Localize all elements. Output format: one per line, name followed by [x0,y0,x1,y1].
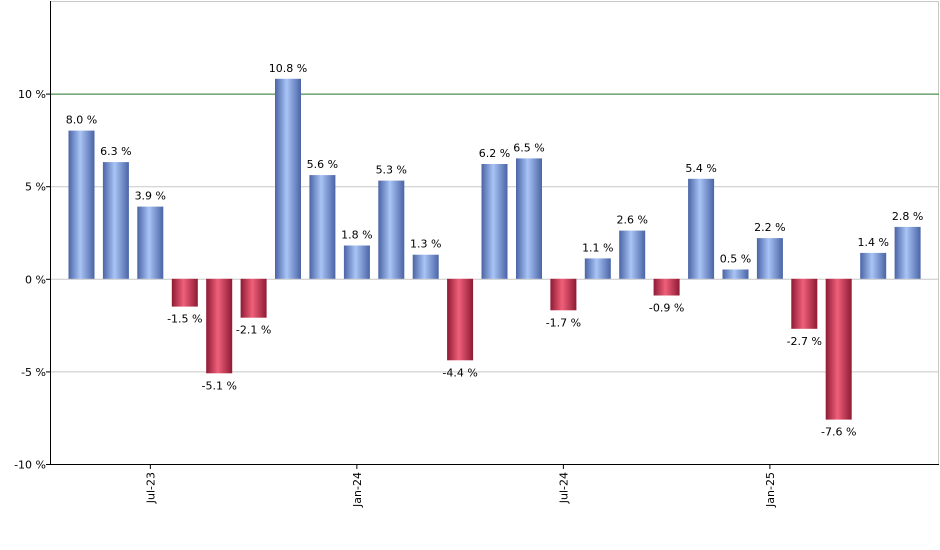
x-tick-label: Jan-25 [764,472,777,508]
bar [102,162,129,279]
bar-value-label: 1.4 % [857,236,888,249]
bar [756,238,783,279]
bar-value-label: -0.9 % [649,302,684,315]
bar [447,278,474,361]
bar-value-label: -2.7 % [787,335,822,348]
bar [378,180,405,279]
y-tick-label: -5 % [21,366,46,379]
bar-value-label: -4.4 % [442,366,477,379]
bar-value-label: -1.7 % [546,316,581,329]
bar [171,278,198,307]
bar-value-label: 6.5 % [513,141,544,154]
bar [206,278,233,374]
bar-value-label: 5.3 % [376,164,407,177]
bar-value-label: 1.3 % [410,238,441,251]
bar [481,164,508,279]
bar [275,78,301,279]
bar-value-label: 2.2 % [754,221,785,234]
x-tick-label: Jul-24 [557,472,570,504]
bar [688,178,715,279]
bar-value-label: 1.8 % [341,229,372,242]
bar-value-label: -2.1 % [236,324,271,337]
bar-value-label: -1.5 % [167,313,202,326]
bar [240,278,267,318]
x-tick-label: Jul-23 [144,472,157,504]
bar [137,206,164,279]
bar-value-label: 8.0 % [66,114,97,127]
bar [653,278,680,296]
y-tick-label: -10 % [14,459,46,472]
bar [309,175,336,279]
bar [550,278,577,311]
bar-value-label: 2.6 % [616,214,647,227]
bar [68,130,95,279]
bar-value-label: -7.6 % [821,426,856,439]
bar-value-label: 6.3 % [100,145,131,158]
bars [68,78,921,420]
bar-value-label: 1.1 % [582,241,613,254]
bar [516,158,542,279]
bar-value-label: 10.8 % [269,62,307,75]
bar-value-label: 3.9 % [135,190,166,203]
y-tick-label: 5 % [25,181,46,194]
bar [825,278,852,420]
x-tick-label: Jan-24 [351,472,364,508]
bar [584,258,611,279]
bar [343,245,370,279]
bar-value-label: 0.5 % [720,253,751,266]
bar [791,278,818,329]
y-tick-label: 0 % [25,273,46,286]
bar-value-label: -5.1 % [201,379,236,392]
bar [894,226,921,279]
data-labels: 8.0 % 6.3 % 3.9 % -1.5 % -5.1 % -2.1 % 10.8 % 5… [66,62,924,439]
bar [412,254,439,279]
bar-value-label: 2.8 % [892,210,923,223]
bar [722,269,749,279]
bar-value-label: 5.4 % [685,162,716,175]
bar [619,230,646,279]
axes: -10 % -5 % 0 % 5 % 10 % Jul-23 Jan-24 Jul-24 Jan… [14,1,939,508]
bar [860,252,887,279]
y-tick-label: 10 % [18,88,46,101]
bar-value-label: 6.2 % [479,147,510,160]
bar-value-label: 5.6 % [307,158,338,171]
